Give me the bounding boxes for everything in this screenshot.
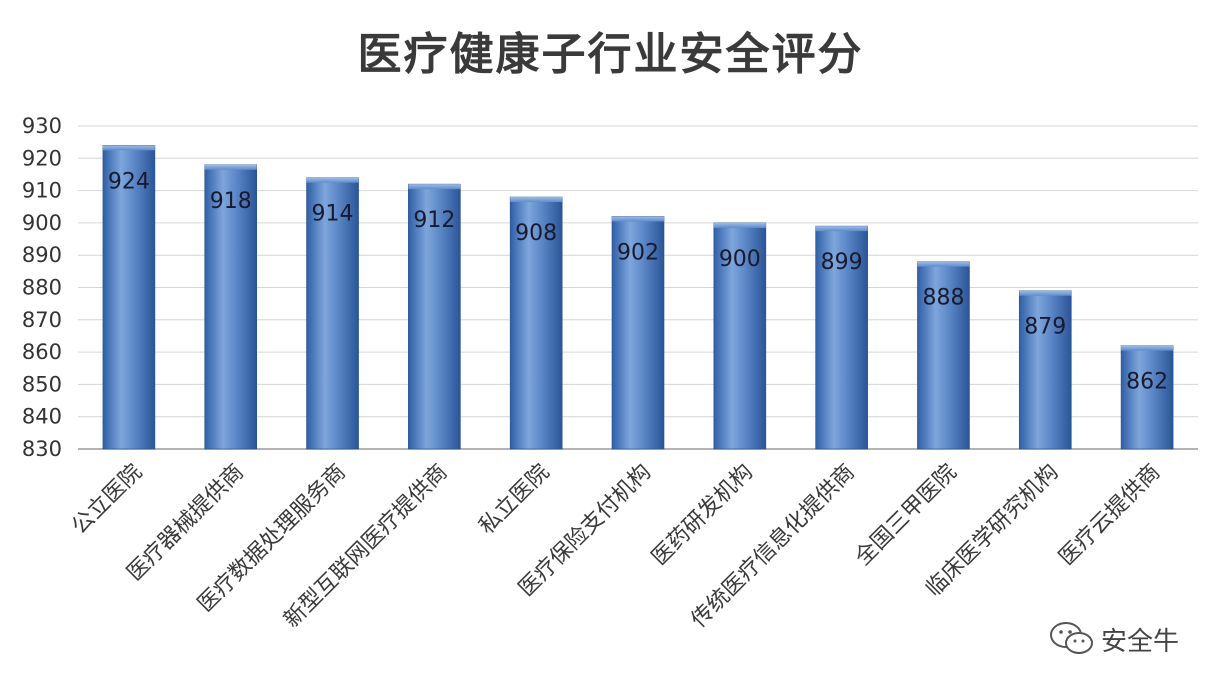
- bar-top: [306, 177, 359, 183]
- bar: [408, 183, 461, 450]
- y-tick-label: 830: [22, 437, 62, 461]
- bar-top: [102, 145, 155, 151]
- bar-value-label: 888: [922, 286, 964, 311]
- bar: [204, 164, 258, 450]
- bar: [102, 145, 156, 450]
- y-axis: 830 840 850 860 870 880 890 900 910 920 930: [22, 114, 62, 461]
- bar-top: [917, 261, 970, 267]
- y-tick-label: 910: [22, 179, 62, 203]
- data-labels: 924 918 914 912 908 902 900 899 888 879 862: [108, 169, 1168, 394]
- x-tick-label: 私立医院: [475, 460, 555, 540]
- bar-value-label: 899: [821, 250, 863, 275]
- watermark-text: 安全牛: [1100, 626, 1179, 657]
- watermark: 安全牛: [1049, 620, 1179, 658]
- bar-top: [815, 226, 868, 232]
- x-tick-label: 新型互联网医疗提供商: [279, 460, 452, 633]
- y-tick-label: 880: [22, 276, 62, 300]
- bar-top: [612, 216, 664, 222]
- bar: [306, 177, 359, 450]
- bar: [917, 261, 970, 450]
- wechat-icon: [1049, 622, 1093, 654]
- y-tick-label: 890: [22, 243, 62, 267]
- x-tick-label: 公立医院: [67, 460, 147, 540]
- y-tick-label: 850: [22, 372, 62, 396]
- bar: [509, 196, 563, 450]
- bars: [102, 145, 1174, 450]
- x-tick-label: 全国三甲医院: [851, 460, 962, 571]
- bar-top: [510, 197, 563, 203]
- bar-value-label: 862: [1126, 370, 1168, 395]
- bar-value-label: 902: [617, 240, 659, 265]
- y-tick-label: 900: [22, 211, 62, 235]
- bar-top: [204, 164, 257, 170]
- y-tick-label: 860: [22, 340, 62, 364]
- y-tick-label: 870: [22, 308, 62, 332]
- chart-title: 医疗健康子行业安全评分: [357, 29, 864, 80]
- bar-value-label: 879: [1024, 315, 1066, 340]
- bar: [713, 222, 767, 450]
- bar-top: [408, 184, 461, 190]
- bar-value-label: 918: [210, 189, 252, 214]
- bar: [611, 216, 665, 450]
- bar-value-label: 924: [108, 169, 150, 194]
- bar-value-label: 900: [719, 247, 761, 272]
- x-tick-label: 传统医疗信息化提供商: [687, 460, 860, 633]
- bar-top: [1019, 290, 1072, 296]
- bar-top: [713, 222, 766, 228]
- bar-value-label: 912: [413, 208, 455, 233]
- y-tick-label: 920: [22, 146, 62, 170]
- y-tick-label: 930: [22, 114, 62, 138]
- bar: [1018, 290, 1072, 450]
- bar-value-label: 914: [312, 202, 354, 227]
- x-tick-label: 医药研发机构: [647, 460, 758, 571]
- bar-value-label: 908: [515, 221, 557, 246]
- bar-top: [1121, 345, 1174, 351]
- y-tick-label: 840: [22, 405, 62, 429]
- x-tick-label: 医疗云提供商: [1054, 460, 1165, 571]
- bar: [1120, 345, 1174, 450]
